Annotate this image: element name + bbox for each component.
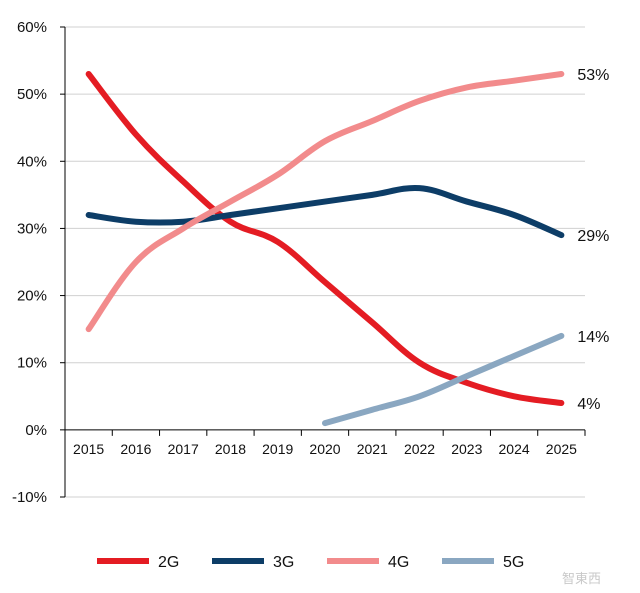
- end-label-4G: 53%: [577, 67, 609, 84]
- y-tick-label: 10%: [17, 355, 47, 372]
- x-tick-label: 2021: [357, 441, 388, 457]
- end-label-5G: 14%: [577, 329, 609, 346]
- x-tick-label: 2023: [451, 441, 482, 457]
- legend-label-3G: 3G: [273, 554, 294, 571]
- end-label-2G: 4%: [577, 396, 600, 413]
- y-tick-label: 0%: [25, 422, 47, 439]
- x-tick-labels: 2015 2016 2017 2018 2019 2020 2021 2022 2023 2024…: [73, 441, 577, 457]
- series-line-5G: [322, 332, 565, 427]
- x-tick-label: 2024: [499, 441, 530, 457]
- y-tick-label: -10%: [12, 489, 47, 506]
- end-labels: 4% 29% 53% 14%: [577, 67, 609, 413]
- y-tick-label: 20%: [17, 288, 47, 305]
- x-tick-label: 2020: [309, 441, 340, 457]
- series-line-3G: [85, 184, 565, 239]
- y-tick-label: 50%: [17, 86, 47, 103]
- x-tick-label: 2015: [73, 441, 104, 457]
- y-tick-label: 30%: [17, 220, 47, 237]
- legend-label-5G: 5G: [503, 554, 524, 571]
- watermark: 智東西: [562, 571, 601, 586]
- end-label-3G: 29%: [577, 228, 609, 245]
- x-tick-label: 2016: [120, 441, 151, 457]
- gridlines: [65, 26, 585, 498]
- series-line-2G: [85, 71, 565, 406]
- series-line-4G: [85, 71, 565, 333]
- x-tick-label: 2025: [546, 441, 577, 457]
- series-lines: [85, 71, 565, 427]
- axes: [60, 26, 586, 498]
- legend: 2G 3G 4G 5G: [97, 554, 524, 571]
- legend-label-2G: 2G: [158, 554, 179, 571]
- y-tick-labels: -10% 0% 10% 20% 30% 40% 50% 60%: [12, 19, 47, 506]
- y-tick-label: 60%: [17, 19, 47, 36]
- legend-label-4G: 4G: [388, 554, 409, 571]
- y-tick-label: 40%: [17, 153, 47, 170]
- x-tick-label: 2022: [404, 441, 435, 457]
- x-tick-label: 2018: [215, 441, 246, 457]
- x-tick-label: 2019: [262, 441, 293, 457]
- x-tick-label: 2017: [168, 441, 199, 457]
